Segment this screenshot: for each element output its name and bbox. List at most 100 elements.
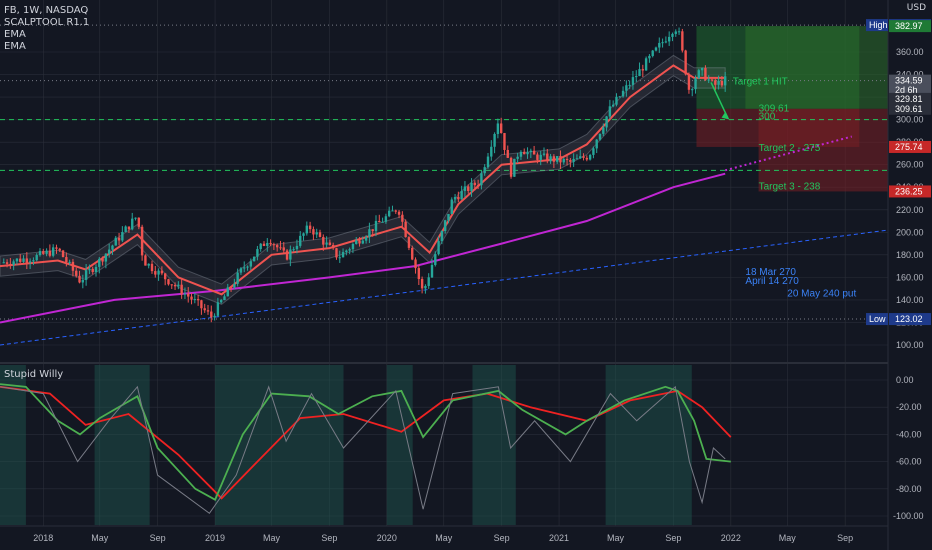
candle-body [81,279,85,283]
time-tick-12: 2022 [721,533,741,543]
time-axis: 2018 May Sep 2019 May Sep 2020 May Sep 2021 May Sep… [33,533,853,543]
candle-body [223,296,226,301]
candle-165 [546,148,549,164]
candle-body [256,249,259,257]
candle-body [671,33,674,37]
candle-body [598,133,602,140]
candle-60 [200,299,203,315]
candle-77 [256,245,259,261]
candle-166 [549,153,552,164]
price-label-box-7 [889,140,931,153]
candle-147 [486,153,490,169]
candle-213 [704,65,707,81]
price-tick-0: 100.00 [896,340,924,350]
candle-167 [552,154,556,169]
candle-body [325,242,328,245]
candle-body [170,284,173,286]
candle-198 [654,46,658,52]
candle-body [269,242,272,245]
candle-body [318,232,322,237]
candle-body [443,220,447,232]
candle-205 [677,27,681,35]
indicator-ema-1[interactable]: EMA [4,29,26,40]
candle-181 [598,133,602,141]
candle-body [658,42,661,48]
candle-body [338,257,341,259]
candle-208 [687,72,691,94]
candle-103 [341,248,345,258]
candle-body [140,226,144,256]
time-tick-11: Sep [665,533,681,543]
candle-body [32,260,35,262]
candle-99 [328,239,332,246]
candle-93 [308,221,312,233]
candle-body [562,158,565,163]
candle-185 [611,100,615,108]
candle-body [397,211,401,215]
candle-126 [417,264,421,286]
price-tick-3: 160.00 [896,272,924,282]
indicator-scalptool[interactable]: SCALPTOOL R1.1 [4,17,90,28]
indicator-ema-2[interactable]: EMA [4,41,26,52]
candle-3 [12,259,15,271]
candle-214 [707,75,710,84]
candle-body [35,255,38,261]
candle-body [48,250,52,256]
time-tick-13: May [779,533,797,543]
price-tick-6: 220.00 [896,205,924,215]
candle-body [506,149,509,158]
time-tick-9: 2021 [549,533,569,543]
candle-96 [318,229,322,238]
candle-128 [424,284,427,294]
candle-body [519,151,523,157]
candle-209 [691,87,694,97]
candle-body [611,104,615,107]
candle-body [440,231,444,242]
candle-body [496,123,500,134]
candle-157 [519,150,523,160]
candle-body [331,244,335,249]
oscillator-legend[interactable]: Stupid Willy [4,369,64,380]
candle-194 [641,64,645,78]
candle-76 [252,256,256,262]
candle-65 [216,297,220,317]
candle-43 [144,254,147,266]
candle-body [94,266,98,273]
candle-187 [618,95,621,98]
candle-197 [651,49,654,58]
candle-body [526,152,529,155]
candle-body [328,242,332,245]
candle-106 [351,242,355,254]
candle-204 [674,29,677,37]
candle-94 [312,226,315,241]
candle-body [608,106,612,117]
candle-body [473,182,477,186]
candle-29 [98,257,101,274]
candle-117 [387,206,391,218]
candle-74 [246,265,249,271]
candle-152 [503,132,506,156]
horizontal-lines [0,24,888,320]
candle-body [200,300,203,309]
time-tick-2: Sep [150,533,166,543]
candle-body [299,235,302,246]
candle-199 [658,37,661,53]
candle-body [391,210,394,212]
candle-201 [664,36,668,44]
symbol-title[interactable]: FB, 1W, NASDAQ [4,5,89,16]
candle-body [88,268,91,271]
candle-8 [28,258,32,269]
candle-143 [473,180,477,191]
candle-161 [532,145,536,155]
candle-body [65,257,68,263]
candle-body [58,248,61,251]
annotation-5: 18 Mar 270 [745,267,796,278]
candle-body [635,76,638,78]
candle-body [154,271,157,275]
candle-body [229,287,233,289]
candle-18 [61,249,65,258]
candle-body [516,156,519,159]
candle-164 [542,147,546,157]
candle-118 [391,205,394,212]
candle-169 [559,150,562,170]
